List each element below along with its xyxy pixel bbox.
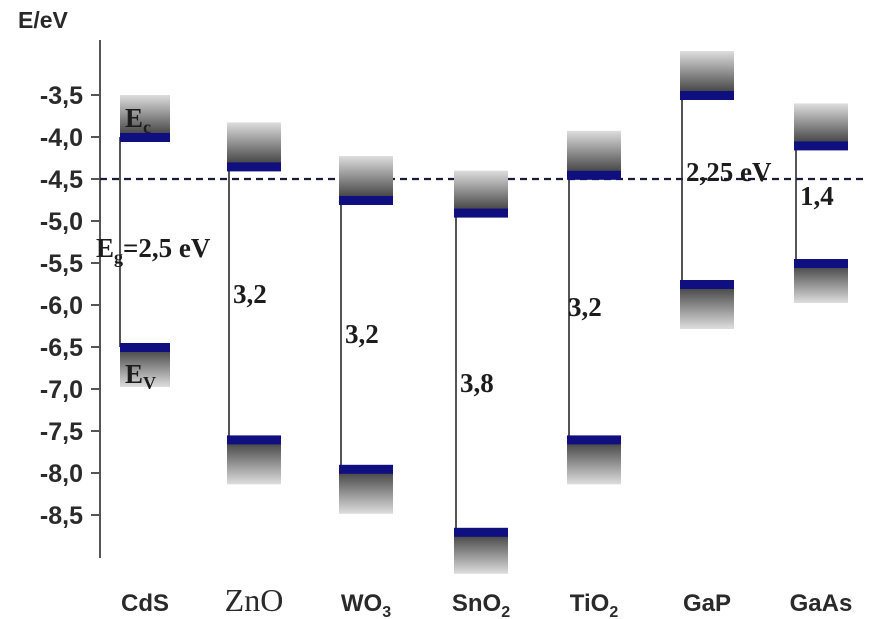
conduction-band-edge <box>794 141 848 151</box>
conduction-band-label: Ec <box>125 103 151 137</box>
conduction-band-region <box>454 170 508 213</box>
conduction-band-edge <box>567 170 621 180</box>
band-gap-label-subscript: g <box>114 247 123 267</box>
conduction-band-region <box>680 51 734 95</box>
y-tick-label: -5,0 <box>40 208 83 236</box>
material-label-wo3: WO3 <box>341 590 391 619</box>
conduction-band-edge <box>227 162 281 172</box>
y-axis-label: E/eV <box>18 7 69 33</box>
conduction-band-edge <box>339 196 393 205</box>
band-gap-label-sno2: 3,8 <box>460 368 494 398</box>
valence-band-label-subscript: V <box>143 373 156 393</box>
valence-band-region <box>794 263 848 303</box>
y-tick-label: -7,0 <box>40 376 83 404</box>
valence-band-edge <box>680 280 734 289</box>
conduction-band-region <box>227 122 281 167</box>
material-label-gap: GaP <box>683 590 731 617</box>
y-tick-label: -7,5 <box>40 418 83 446</box>
y-tick-label: -3,5 <box>40 82 83 110</box>
y-tick-label: -4,5 <box>40 166 83 194</box>
valence-band-edge <box>794 259 848 268</box>
material-label-cds: CdS <box>121 590 169 617</box>
band-gap-label-gaas: 1,4 <box>800 181 834 211</box>
material-label-subscript: 2 <box>609 604 618 619</box>
valence-band-region <box>227 439 281 485</box>
y-tick-label: -5,5 <box>40 250 83 278</box>
valence-band-region <box>120 347 170 387</box>
valence-band-region <box>680 284 734 329</box>
y-tick-label: -6,0 <box>40 292 83 320</box>
y-tick-label: -8,0 <box>40 460 83 488</box>
y-tick-label: -4,0 <box>40 124 83 152</box>
conduction-band-label-subscript: c <box>143 117 151 137</box>
conduction-band-edge <box>680 91 734 100</box>
material-label-gaas: GaAs <box>790 590 853 617</box>
valence-band-edge <box>120 343 170 352</box>
valence-band-edge <box>454 527 508 537</box>
y-tick-label: -8,5 <box>40 502 83 530</box>
conduction-band-edge <box>120 133 170 142</box>
valence-band-edge <box>339 464 393 474</box>
band-gap-label-zno: 3,2 <box>233 279 267 309</box>
band-gap-label-wo3: 3,2 <box>345 319 379 349</box>
conduction-band-region <box>120 95 170 137</box>
valence-band-region <box>339 468 393 514</box>
conduction-band-region <box>339 156 393 200</box>
valence-band-region <box>454 531 508 574</box>
y-tick-label: -6,5 <box>40 334 83 362</box>
conduction-band-region <box>794 103 848 146</box>
band-gap-label-tio2: 3,2 <box>568 292 602 322</box>
material-label-tio2: TiO2 <box>570 590 619 619</box>
band-gap-label-value: =2,5 eV <box>123 233 211 263</box>
material-label-zno: ZnO <box>225 582 284 618</box>
material-label-subscript: 2 <box>501 604 510 619</box>
band-gap-label-gap: 2,25 eV <box>686 157 772 187</box>
material-label-subscript: 3 <box>382 604 391 619</box>
band-gap-label-cds: Eg=2,5 eV <box>96 233 211 267</box>
valence-band-edge <box>227 435 281 445</box>
conduction-band-region <box>567 130 621 175</box>
valence-band-edge <box>567 435 621 445</box>
conduction-band-edge <box>454 208 508 218</box>
valence-band-region <box>567 439 621 485</box>
material-label-sno2: SnO2 <box>452 590 510 619</box>
